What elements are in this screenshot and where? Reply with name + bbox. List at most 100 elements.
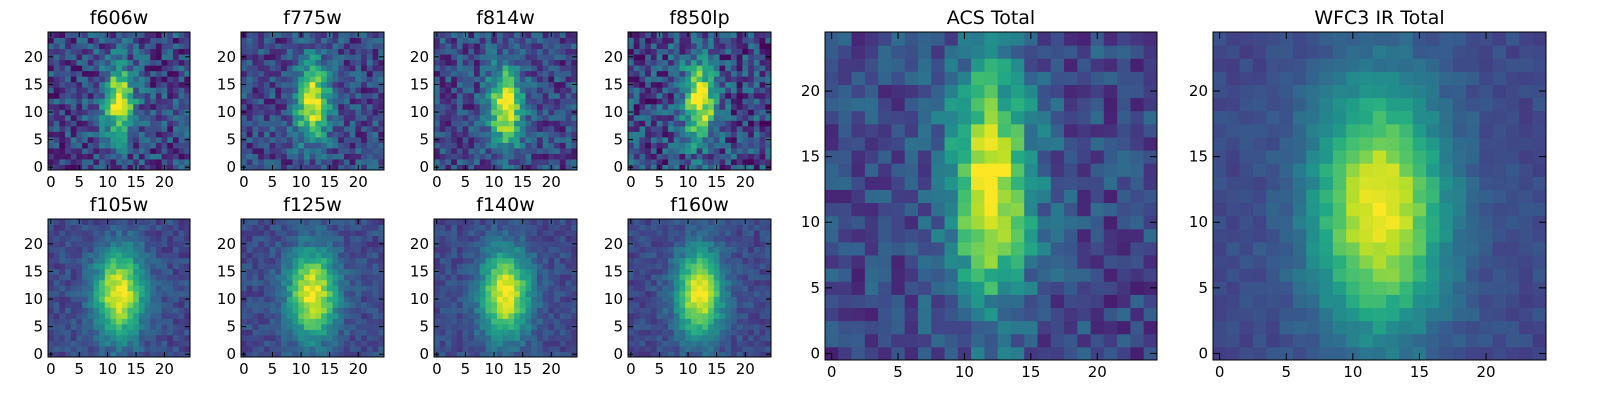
heatmap-cell bbox=[315, 329, 322, 336]
heatmap-cell bbox=[332, 59, 339, 66]
heatmap-cell bbox=[479, 76, 486, 83]
heatmap-cell bbox=[753, 142, 761, 149]
heatmap-cell bbox=[263, 219, 271, 226]
heatmap-cell bbox=[702, 158, 709, 165]
heatmap-cell bbox=[491, 70, 498, 77]
heatmap-cell bbox=[281, 43, 288, 50]
heatmap-cell bbox=[508, 164, 515, 171]
heatmap-cell bbox=[53, 318, 60, 325]
heatmap-cell bbox=[496, 246, 504, 253]
heatmap-cell bbox=[269, 59, 276, 66]
heatmap-cell bbox=[110, 48, 117, 55]
heatmap-cell bbox=[485, 345, 492, 352]
heatmap-cell bbox=[456, 142, 464, 149]
heatmap-cell bbox=[59, 32, 66, 39]
heatmap-cell bbox=[99, 142, 106, 149]
heatmap-cell bbox=[548, 76, 555, 83]
heatmap-cell bbox=[742, 37, 749, 44]
heatmap-cell bbox=[673, 59, 680, 66]
heatmap-cell bbox=[321, 334, 328, 341]
heatmap-cell bbox=[542, 345, 549, 352]
axes-frame bbox=[240, 218, 385, 358]
heatmap-cell bbox=[349, 252, 356, 259]
heatmap-cell bbox=[138, 274, 146, 281]
heatmap-cell bbox=[708, 76, 715, 83]
heatmap-cell bbox=[315, 296, 322, 303]
heatmap-cell bbox=[53, 103, 60, 110]
heatmap-cell bbox=[736, 43, 743, 50]
heatmap-cell bbox=[434, 307, 441, 314]
heatmap-cell bbox=[748, 48, 755, 55]
heatmap-cell bbox=[559, 340, 567, 347]
heatmap-cell bbox=[252, 334, 259, 341]
heatmap-cell bbox=[65, 32, 72, 39]
heatmap-cell bbox=[53, 235, 60, 242]
heatmap-cell bbox=[702, 153, 709, 160]
heatmap-cell bbox=[343, 351, 351, 358]
heatmap-cell bbox=[361, 153, 368, 160]
heatmap-cell bbox=[321, 76, 328, 83]
heatmap-cell bbox=[252, 296, 259, 303]
heatmap-cell bbox=[525, 37, 532, 44]
heatmap-cell bbox=[258, 318, 265, 325]
heatmap-cell bbox=[65, 307, 72, 314]
heatmap-cell bbox=[748, 109, 755, 116]
heatmap-cell bbox=[321, 257, 328, 264]
heatmap-cell bbox=[378, 224, 385, 231]
heatmap-cell bbox=[361, 312, 368, 319]
heatmap-cell bbox=[178, 340, 185, 347]
heatmap-cell bbox=[53, 345, 60, 352]
heatmap-cell bbox=[445, 274, 452, 281]
heatmap-cell bbox=[53, 312, 60, 319]
heatmap-cell bbox=[275, 32, 282, 39]
heatmap-cell bbox=[508, 87, 515, 94]
heatmap-cell bbox=[765, 345, 772, 352]
heatmap-cell bbox=[121, 230, 129, 237]
heatmap-cell bbox=[633, 323, 640, 330]
heatmap-cell bbox=[155, 246, 163, 253]
heatmap-cell bbox=[748, 274, 755, 281]
heatmap-cell bbox=[104, 323, 111, 330]
heatmap-cell bbox=[104, 59, 111, 66]
heatmap-cell bbox=[708, 114, 715, 121]
axes-frame bbox=[47, 31, 191, 171]
heatmap-cell bbox=[468, 153, 475, 160]
heatmap-cell bbox=[474, 92, 481, 99]
heatmap-cell bbox=[246, 48, 253, 55]
heatmap-cell bbox=[161, 274, 168, 281]
heatmap-cell bbox=[172, 120, 180, 127]
heatmap-cell bbox=[99, 103, 106, 110]
heatmap-cell bbox=[110, 290, 117, 297]
heatmap-cell bbox=[361, 59, 368, 66]
heatmap-cell bbox=[685, 131, 692, 138]
heatmap-cell bbox=[184, 98, 191, 105]
heatmap-cell bbox=[753, 37, 761, 44]
heatmap-cell bbox=[725, 98, 732, 105]
heatmap-cell bbox=[748, 120, 755, 127]
heatmap-cell bbox=[491, 59, 498, 66]
heatmap-cell bbox=[434, 274, 441, 281]
heatmap-cell bbox=[366, 318, 374, 325]
heatmap-cell bbox=[275, 43, 282, 50]
heatmap-cell bbox=[456, 158, 464, 165]
heatmap-cell bbox=[144, 301, 151, 308]
heatmap-cell bbox=[326, 252, 334, 259]
heatmap-cell bbox=[479, 158, 486, 165]
heatmap-cell bbox=[82, 125, 89, 132]
heatmap-cell bbox=[548, 224, 555, 231]
heatmap-cell bbox=[87, 257, 94, 264]
heatmap-cell bbox=[496, 307, 504, 314]
heatmap-cell bbox=[110, 92, 117, 99]
heatmap-cell bbox=[138, 257, 146, 264]
heatmap-cell bbox=[286, 219, 293, 226]
panel-title: f775w bbox=[283, 7, 342, 29]
heatmap-cell bbox=[502, 54, 509, 61]
heatmap-cell bbox=[696, 279, 703, 286]
heatmap-cell bbox=[121, 312, 129, 319]
heatmap-cell bbox=[650, 70, 658, 77]
heatmap-cell bbox=[269, 268, 276, 275]
heatmap-cell bbox=[315, 307, 322, 314]
heatmap-cell bbox=[542, 252, 549, 259]
heatmap-cell bbox=[673, 87, 680, 94]
heatmap-cell bbox=[155, 114, 163, 121]
